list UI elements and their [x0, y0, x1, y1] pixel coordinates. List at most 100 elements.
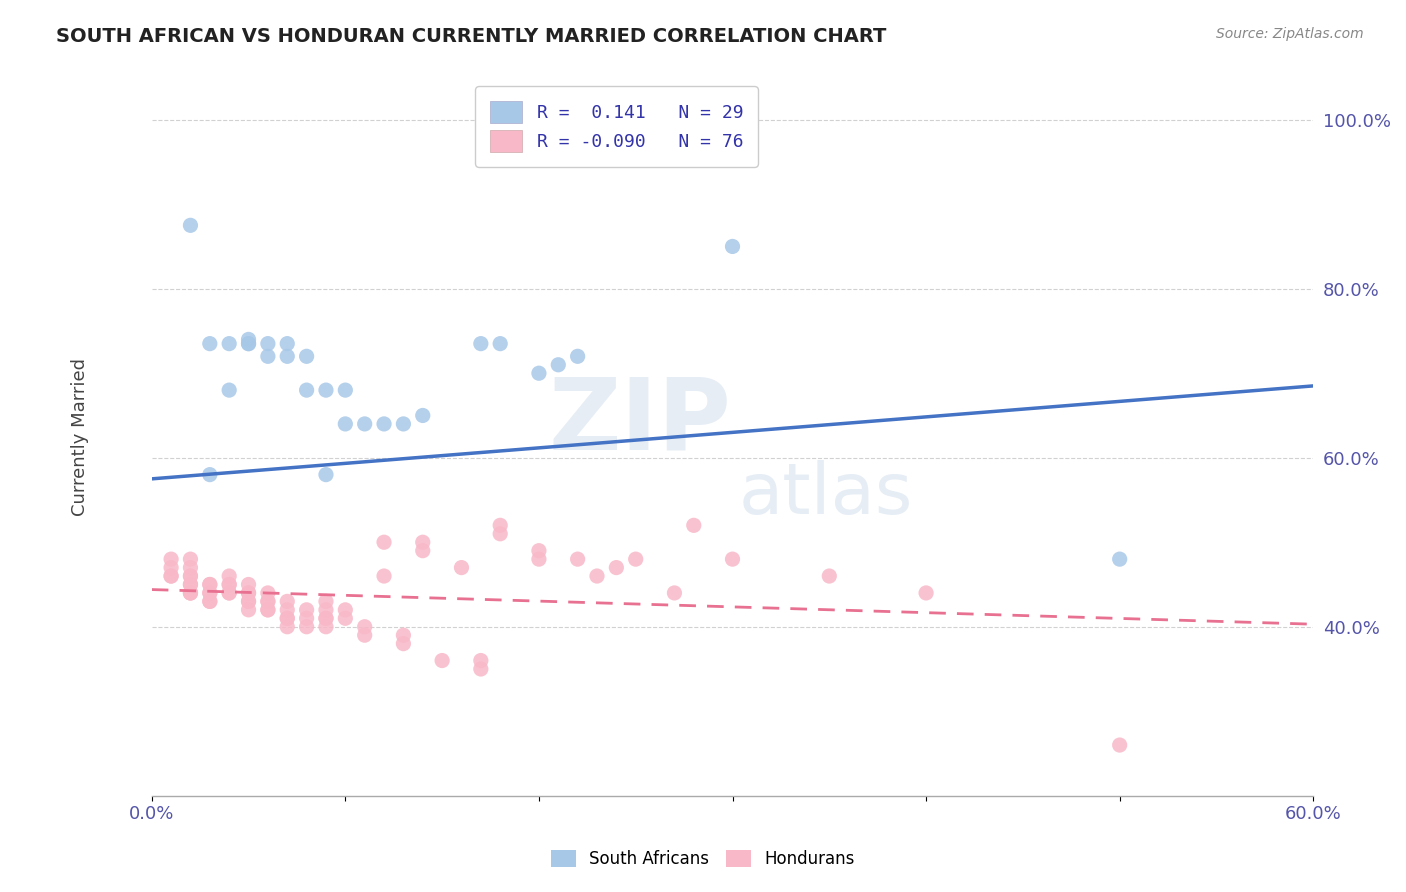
Point [179, 586, 201, 600]
Point [276, 594, 298, 608]
Point [335, 603, 357, 617]
Point [257, 586, 280, 600]
Point [315, 467, 337, 482]
Point [547, 358, 569, 372]
Point [179, 569, 201, 583]
Point [412, 543, 434, 558]
Point [818, 569, 841, 583]
Point [218, 569, 240, 583]
Point [915, 586, 938, 600]
Point [373, 417, 395, 431]
Point [218, 586, 240, 600]
Point [276, 620, 298, 634]
Point [295, 620, 318, 634]
Point [450, 560, 472, 574]
Text: SOUTH AFRICAN VS HONDURAN CURRENTLY MARRIED CORRELATION CHART: SOUTH AFRICAN VS HONDURAN CURRENTLY MARR… [56, 27, 887, 45]
Point [567, 349, 589, 363]
Point [198, 577, 221, 591]
Point [198, 467, 221, 482]
Point [315, 594, 337, 608]
Point [412, 535, 434, 549]
Point [179, 552, 201, 566]
Point [664, 586, 686, 600]
Point [238, 594, 260, 608]
Point [160, 560, 183, 574]
Point [392, 628, 415, 642]
Point [160, 569, 183, 583]
Point [527, 366, 550, 380]
Point [470, 662, 492, 676]
Legend: South Africans, Hondurans: South Africans, Hondurans [544, 843, 862, 875]
Point [295, 611, 318, 625]
Y-axis label: Currently Married: Currently Married [72, 358, 89, 516]
Point [373, 569, 395, 583]
Point [315, 603, 337, 617]
Point [276, 349, 298, 363]
Point [315, 611, 337, 625]
Legend: R =  0.141   N = 29, R = -0.090   N = 76: R = 0.141 N = 29, R = -0.090 N = 76 [475, 87, 758, 167]
Point [179, 577, 201, 591]
Point [276, 611, 298, 625]
Point [489, 336, 512, 351]
Point [721, 239, 744, 253]
Point [238, 586, 260, 600]
Point [257, 349, 280, 363]
Point [198, 577, 221, 591]
Point [605, 560, 627, 574]
Point [198, 594, 221, 608]
Point [160, 552, 183, 566]
Point [179, 560, 201, 574]
Point [682, 518, 704, 533]
Point [179, 577, 201, 591]
Point [257, 603, 280, 617]
Text: atlas: atlas [738, 459, 912, 529]
Point [238, 336, 260, 351]
Point [373, 535, 395, 549]
Point [335, 383, 357, 397]
Point [567, 552, 589, 566]
Point [198, 586, 221, 600]
Point [238, 577, 260, 591]
Point [198, 594, 221, 608]
Point [238, 333, 260, 347]
Point [353, 628, 375, 642]
Point [276, 611, 298, 625]
Point [353, 417, 375, 431]
Point [179, 219, 201, 233]
Point [315, 383, 337, 397]
Point [198, 336, 221, 351]
Point [392, 417, 415, 431]
Point [179, 569, 201, 583]
Point [257, 336, 280, 351]
Point [238, 603, 260, 617]
Point [295, 383, 318, 397]
Point [489, 526, 512, 541]
Point [412, 409, 434, 423]
Point [335, 417, 357, 431]
Point [470, 336, 492, 351]
Point [218, 586, 240, 600]
Point [527, 552, 550, 566]
Point [489, 518, 512, 533]
Text: Source: ZipAtlas.com: Source: ZipAtlas.com [1216, 27, 1364, 41]
Point [527, 543, 550, 558]
Point [586, 569, 609, 583]
Point [315, 611, 337, 625]
Point [470, 654, 492, 668]
Point [198, 586, 221, 600]
Point [335, 611, 357, 625]
Point [238, 336, 260, 351]
Point [295, 349, 318, 363]
Point [238, 586, 260, 600]
Point [257, 594, 280, 608]
Point [257, 594, 280, 608]
Point [218, 577, 240, 591]
Point [721, 552, 744, 566]
Point [179, 586, 201, 600]
Text: ZIP: ZIP [548, 374, 731, 471]
Point [276, 336, 298, 351]
Point [353, 620, 375, 634]
Point [218, 577, 240, 591]
Point [276, 603, 298, 617]
Point [295, 603, 318, 617]
